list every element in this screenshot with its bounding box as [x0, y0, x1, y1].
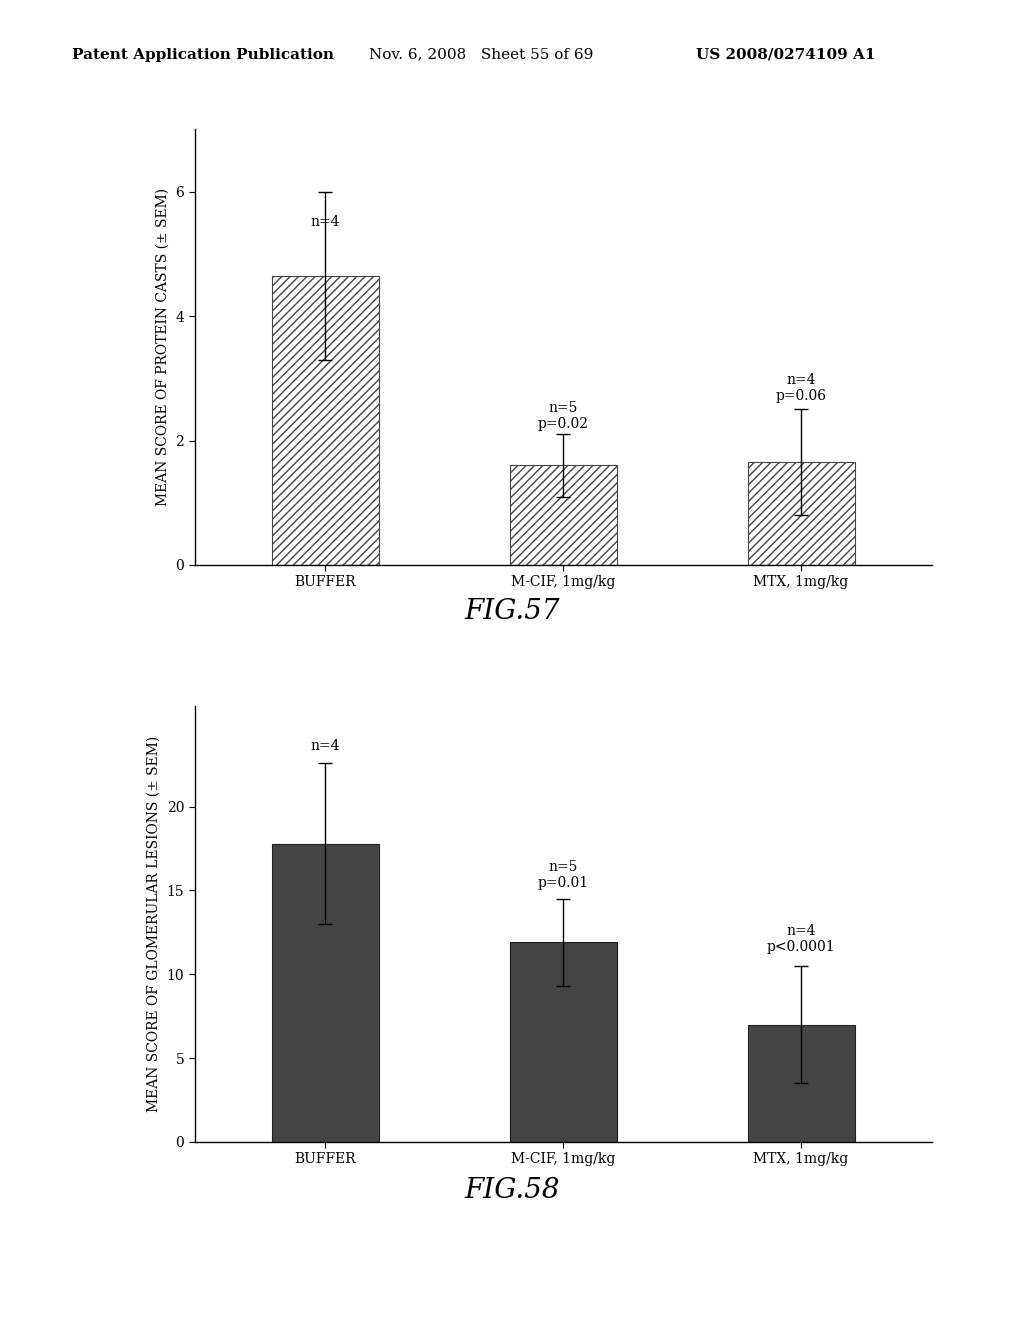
Y-axis label: MEAN SCORE OF PROTEIN CASTS (± SEM): MEAN SCORE OF PROTEIN CASTS (± SEM) — [156, 187, 170, 507]
Text: n=4: n=4 — [310, 739, 340, 754]
Y-axis label: MEAN SCORE OF GLOMERULAR LESIONS (± SEM): MEAN SCORE OF GLOMERULAR LESIONS (± SEM) — [147, 735, 161, 1113]
Bar — [510, 942, 616, 1142]
Text: n=4
p=0.06: n=4 p=0.06 — [775, 374, 826, 403]
Text: n=4
p<0.0001: n=4 p<0.0001 — [767, 924, 836, 954]
Bar — [748, 462, 855, 565]
Text: FIG.58: FIG.58 — [464, 1177, 560, 1204]
Text: n=5
p=0.01: n=5 p=0.01 — [538, 861, 589, 891]
Bar — [271, 843, 379, 1142]
Text: Patent Application Publication: Patent Application Publication — [72, 48, 334, 62]
Bar — [271, 276, 379, 565]
Text: n=4: n=4 — [310, 215, 340, 228]
Text: Nov. 6, 2008   Sheet 55 of 69: Nov. 6, 2008 Sheet 55 of 69 — [369, 48, 593, 62]
Text: n=5
p=0.02: n=5 p=0.02 — [538, 401, 589, 432]
Bar — [510, 466, 616, 565]
Text: FIG.57: FIG.57 — [464, 598, 560, 624]
Bar — [748, 1024, 855, 1142]
Text: US 2008/0274109 A1: US 2008/0274109 A1 — [696, 48, 876, 62]
